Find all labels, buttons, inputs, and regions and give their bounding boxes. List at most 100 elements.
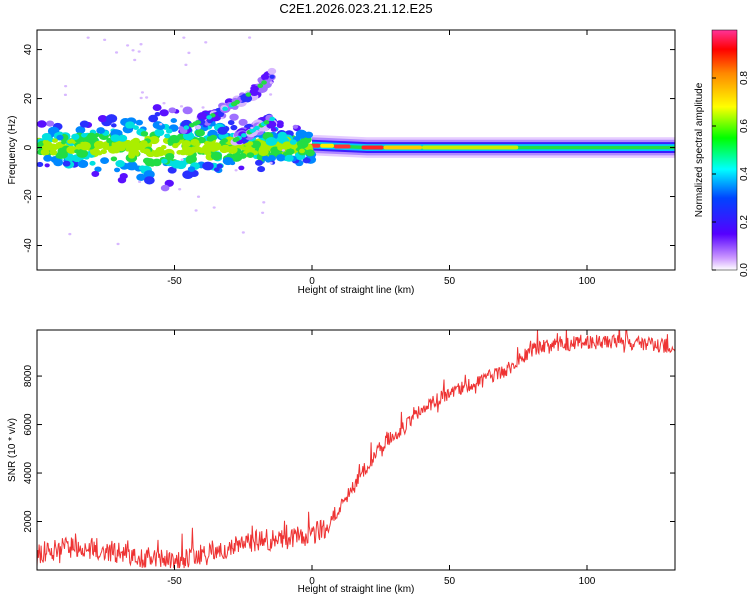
ridge-core [334,144,351,149]
bottom-ytick-label: 2000 [23,510,34,533]
heat-blob [281,149,285,152]
heat-blob [204,41,208,44]
heat-blob [133,58,137,62]
top-xtick-label: 50 [444,276,456,287]
heat-blob [126,44,130,47]
top-ytick-label: 20 [23,93,34,105]
heat-blob [248,36,252,39]
heat-blob [247,141,254,146]
heat-blob [151,149,162,158]
bottom-ytick-label: 6000 [23,413,34,436]
heat-blob [162,102,166,105]
heat-blob [144,176,155,185]
heat-blob [143,170,155,179]
spectrogram-heatmap [37,36,675,246]
heat-blob [229,148,237,154]
heat-blob [128,153,135,159]
heat-blob [91,170,100,177]
heat-blob [180,158,184,161]
heat-blob [185,154,197,164]
heat-blob [86,36,90,39]
heat-blob [136,173,146,182]
y-axis-label-bottom: SNR (10 * v/v) [7,418,18,482]
heat-blob [220,116,224,120]
heat-blob [305,149,315,157]
heat-blob [57,131,63,136]
heat-blob [265,137,278,146]
heat-blob [184,63,188,67]
heat-blob [100,157,110,165]
heat-blob [138,180,142,184]
colorbar-tick-label: 0.0 [739,263,750,277]
heat-blob [262,201,266,204]
heat-blob [71,133,80,140]
heat-blob [206,115,213,120]
heat-blob [168,107,177,114]
heat-blob [284,154,294,162]
heat-blob [190,138,200,146]
heat-blob [238,165,245,171]
colorbar: 0.0 0.2 0.4 0.6 0.8 Normalized spectral ampl… [694,29,750,277]
spectrogram-panel: -50 0 50 100 -40 -20 0 20 40 Height of straight … [7,29,676,296]
heat-blob [131,137,140,144]
heat-blob [285,148,295,155]
ridge-core [422,145,519,150]
heat-blob [269,74,275,79]
heat-blob [229,160,236,166]
heat-blob [241,133,247,138]
heat-blob [178,126,184,131]
heat-blob [62,160,71,167]
heat-blob [182,170,194,180]
heat-blob [132,125,139,130]
top-ytick-label: -40 [23,238,34,253]
heat-blob [269,116,276,122]
heat-blob [57,150,68,159]
heat-blob [167,141,174,146]
heat-blob [289,143,298,150]
heat-blob [206,135,215,142]
heat-blob [74,149,80,154]
heat-blob [113,148,120,154]
heat-blob [142,148,151,155]
heat-blob [49,149,58,156]
heat-blob [238,118,248,126]
heat-blob [115,160,125,168]
heat-blob [125,121,135,129]
heat-blob [292,124,299,129]
heat-blob [110,156,118,162]
heat-blob [182,106,193,115]
heat-blob [165,152,175,161]
heat-blob [96,127,106,134]
heat-blob [154,128,165,137]
top-ytick-label: 0 [23,144,34,150]
x-axis-label-bottom: Height of straight line (km) [298,584,415,595]
heat-blob [159,109,169,117]
heat-blob [126,161,138,171]
top-xtick-label: 100 [579,276,596,287]
heat-blob [261,155,269,161]
heat-blob [204,143,211,149]
heat-blob [275,120,284,127]
heat-blob [161,158,168,164]
heat-blob [171,160,183,169]
heat-blob [301,140,309,147]
heat-blob [53,158,64,167]
heat-blob [47,143,58,152]
heat-blob [79,141,91,151]
bottom-xtick-label: 100 [579,576,596,587]
top-xtick-label: -50 [167,276,182,287]
heat-blob [270,127,277,132]
heat-blob [160,144,167,150]
heat-blob [187,166,196,172]
heat-blob [114,51,119,54]
heat-blob [194,209,198,212]
snr-series-line [37,330,675,569]
heat-blob [181,139,192,148]
heat-blob [66,145,77,154]
heat-blob [148,114,159,123]
heat-blob [193,146,202,153]
heat-blob [180,119,192,129]
heat-blob [230,101,237,107]
heat-blob [94,166,102,173]
heat-blob [75,126,86,134]
